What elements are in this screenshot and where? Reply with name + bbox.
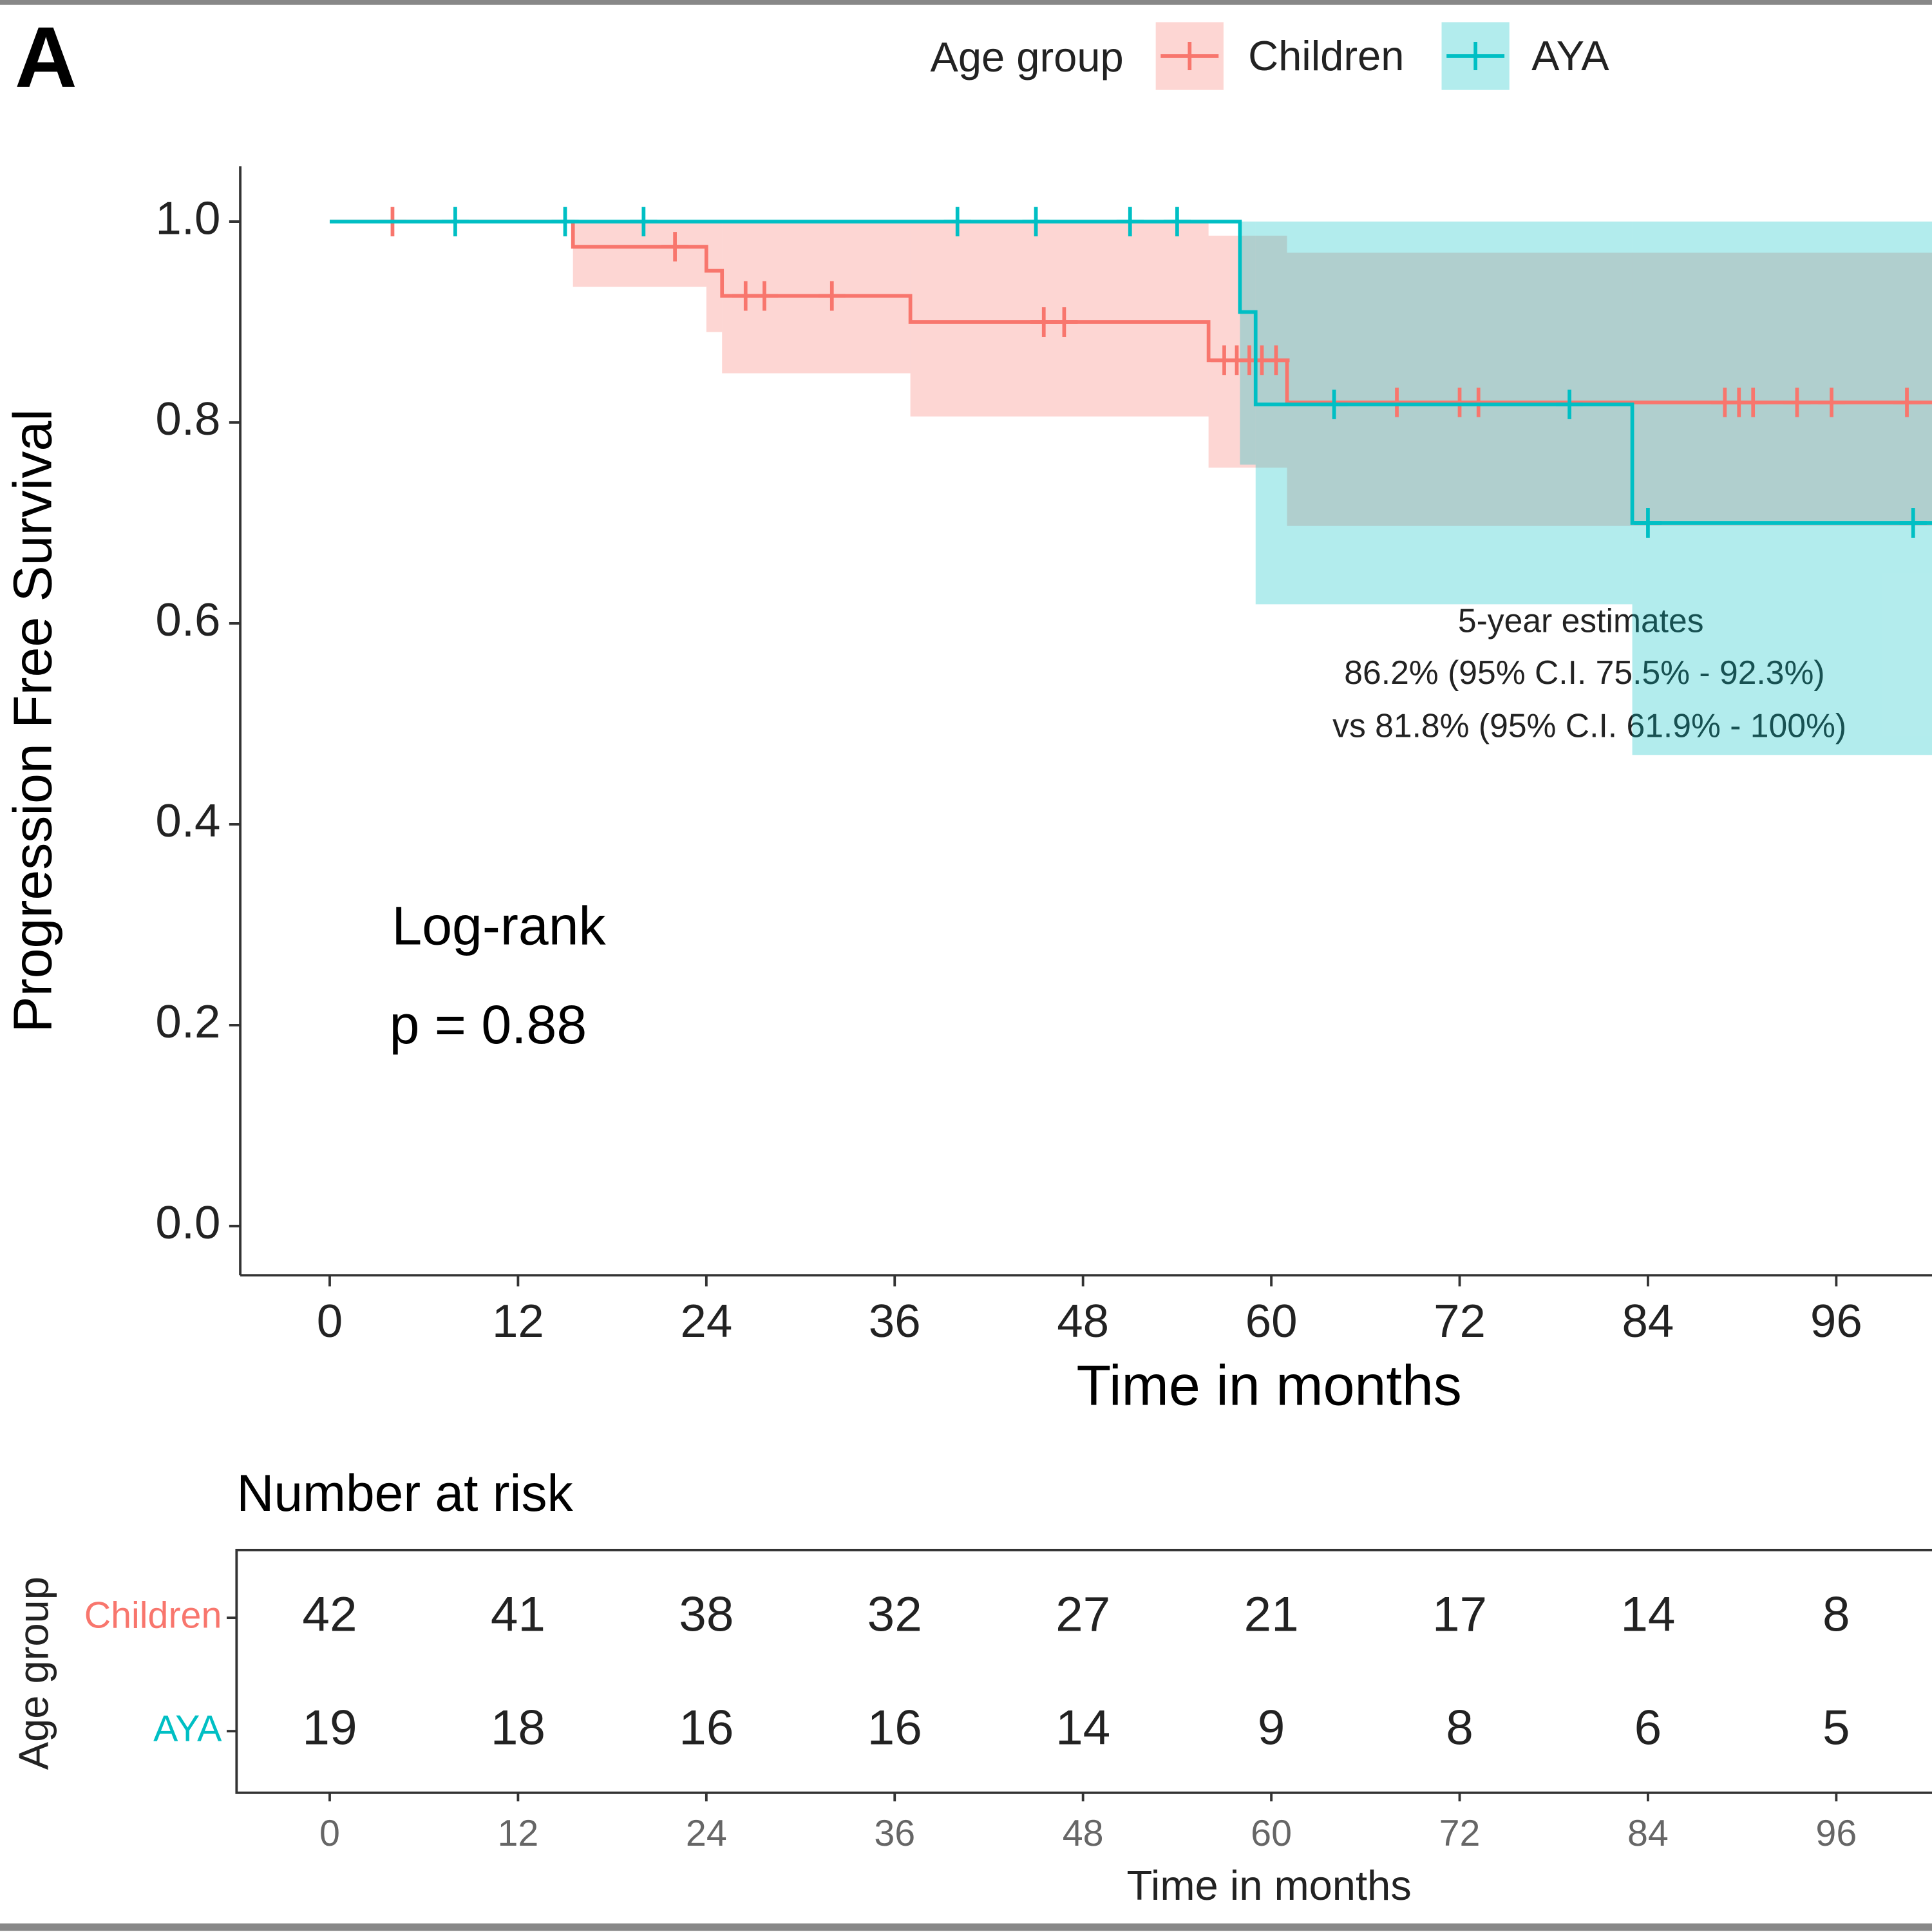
- legend-label: AYA: [1531, 32, 1609, 79]
- risk-count: 8: [1446, 1700, 1473, 1755]
- censor-mark: [1464, 387, 1492, 417]
- risk-count: 14: [1620, 1587, 1675, 1642]
- legend-title: Age group: [931, 33, 1124, 80]
- censor-mark: [1050, 307, 1078, 337]
- x-axis-title: Time in months: [1077, 1353, 1462, 1417]
- censor-mark: [1893, 387, 1921, 417]
- censor-mark: [1556, 389, 1584, 419]
- x-tick-label: 12: [497, 1813, 538, 1854]
- legend-key-line: [1446, 42, 1505, 71]
- censor-mark: [818, 281, 846, 311]
- legend-key-line: [1160, 42, 1219, 71]
- censor-mark: [630, 207, 658, 237]
- x-tick-label: 36: [874, 1813, 915, 1854]
- censor-mark: [1383, 387, 1411, 417]
- survival-curve: [329, 220, 1932, 525]
- x-tick-label: 60: [1245, 1295, 1298, 1347]
- annotation: p = 0.88: [390, 994, 587, 1055]
- annotation: 5-year estimates: [1458, 602, 1704, 639]
- ci-band: [1240, 222, 1256, 465]
- y-tick-label: 1.0: [155, 192, 220, 244]
- risk-count: 6: [1634, 1700, 1662, 1755]
- x-tick-label: 72: [1439, 1813, 1481, 1854]
- censor-mark: [1783, 387, 1811, 417]
- panel-label: A: [15, 10, 77, 106]
- ci-band: [1632, 222, 1932, 755]
- risk-count: 14: [1056, 1700, 1110, 1755]
- ci-band: [1255, 222, 1633, 605]
- x-tick-label: 0: [317, 1295, 343, 1347]
- x-tick-label: 24: [686, 1813, 727, 1854]
- y-tick-label: 0.0: [155, 1197, 220, 1249]
- censor-mark: [1739, 387, 1767, 417]
- x-tick-label: 24: [680, 1295, 732, 1347]
- risk-count: 27: [1056, 1587, 1110, 1642]
- risk-count: 9: [1258, 1700, 1285, 1755]
- risk-count: 8: [1823, 1587, 1850, 1642]
- risk-count: 41: [491, 1587, 545, 1642]
- x-tick-label: 72: [1434, 1295, 1486, 1347]
- annotation: vs 81.8% (95% C.I. 61.9% - 100%): [1332, 706, 1846, 744]
- censor-mark: [441, 207, 469, 237]
- x-tick-label: 96: [1810, 1295, 1862, 1347]
- x-tick-label: 60: [1251, 1813, 1292, 1854]
- censor-mark: [1116, 207, 1144, 237]
- risk-count: 21: [1244, 1587, 1299, 1642]
- risk-count: 42: [302, 1587, 357, 1642]
- x-tick-label: 12: [492, 1295, 544, 1347]
- risk-table-x-title: Time in months: [1127, 1862, 1412, 1909]
- risk-table-y-title: Age group: [10, 1577, 57, 1770]
- censor-mark: [1899, 508, 1927, 538]
- ci-band: [573, 222, 706, 287]
- risk-count: 17: [1432, 1587, 1487, 1642]
- ci-band: [910, 222, 1209, 417]
- annotation: Log-rank: [392, 896, 606, 956]
- y-tick-label: 0.2: [155, 996, 220, 1048]
- censor-mark: [1634, 508, 1662, 538]
- x-tick-label: 84: [1627, 1813, 1669, 1854]
- risk-table-frame: [235, 1548, 1932, 1794]
- censor-mark: [1022, 207, 1050, 237]
- ci-band: [706, 222, 723, 332]
- censor-mark: [750, 281, 779, 311]
- censor-mark: [1262, 345, 1290, 375]
- row-label: Children: [84, 1595, 222, 1636]
- censor-mark: [661, 232, 689, 262]
- y-tick-label: 0.6: [155, 594, 220, 646]
- x-tick-label: 0: [319, 1813, 340, 1854]
- risk-count: 5: [1823, 1700, 1850, 1755]
- ci-band: [1287, 252, 1932, 526]
- risk-count: 16: [679, 1700, 734, 1755]
- x-tick-label: 36: [869, 1295, 921, 1347]
- x-tick-label: 84: [1622, 1295, 1674, 1347]
- risk-count: 19: [302, 1700, 357, 1755]
- y-tick-label: 0.8: [155, 393, 220, 445]
- legend-label: Children: [1248, 32, 1404, 79]
- row-label: AYA: [153, 1708, 222, 1749]
- censor-mark: [1320, 389, 1348, 419]
- risk-count: 32: [867, 1587, 922, 1642]
- x-tick-label: 48: [1057, 1295, 1109, 1347]
- y-tick-label: 0.4: [155, 795, 220, 847]
- censor-mark: [943, 207, 971, 237]
- risk-count: 18: [491, 1700, 545, 1755]
- y-axis-title: Progression Free Survival: [3, 409, 63, 1032]
- censor-mark: [1818, 387, 1846, 417]
- risk-count: 38: [679, 1587, 734, 1642]
- censor-mark: [1163, 207, 1191, 237]
- risk-count: 16: [867, 1700, 922, 1755]
- risk-table-title: Number at risk: [236, 1464, 573, 1522]
- censor-mark: [551, 207, 579, 237]
- annotation: 86.2% (95% C.I. 75.5% - 92.3%): [1344, 654, 1824, 691]
- x-tick-label: 96: [1815, 1813, 1857, 1854]
- x-tick-label: 48: [1063, 1813, 1104, 1854]
